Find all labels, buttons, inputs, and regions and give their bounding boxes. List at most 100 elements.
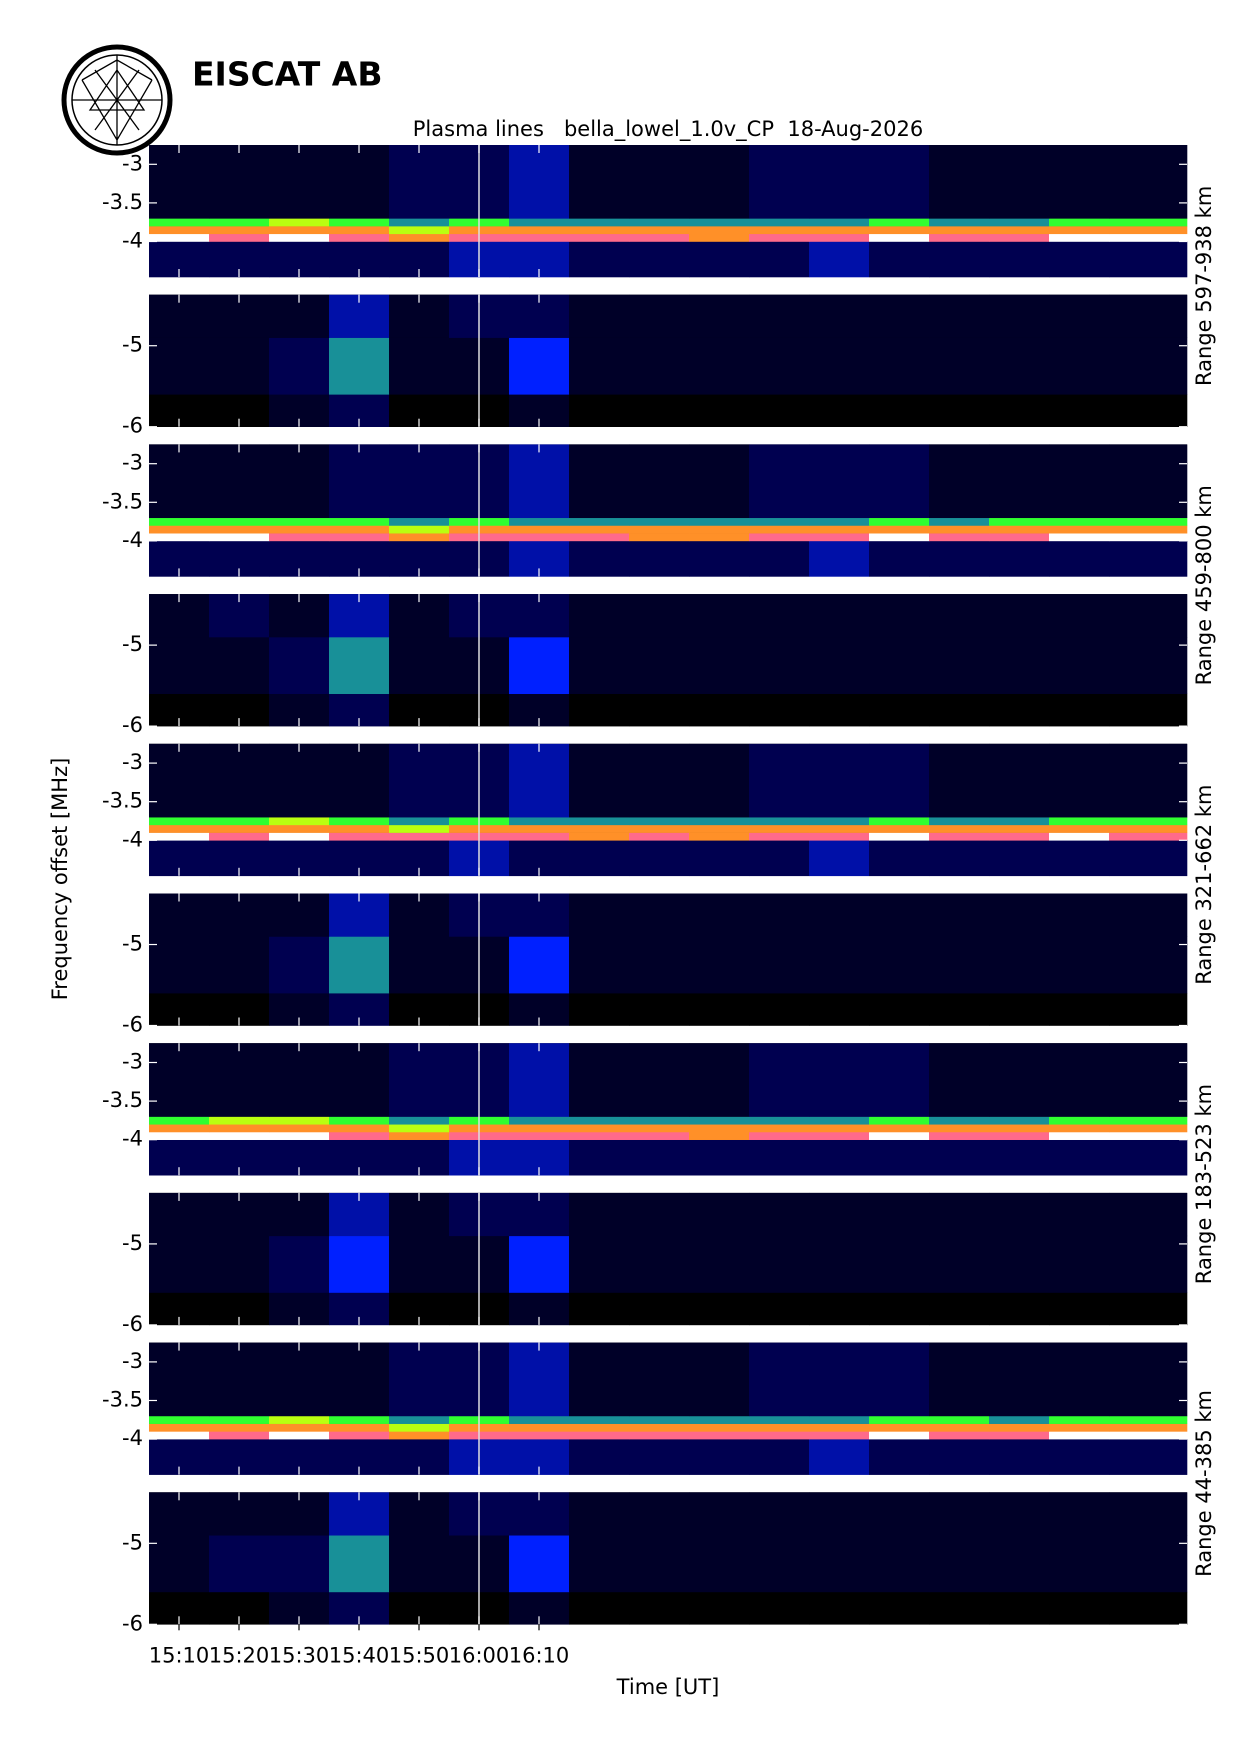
heatmap-cell [749, 1124, 810, 1133]
heatmap-cell [749, 1423, 810, 1432]
heatmap-cell [629, 1124, 690, 1133]
heatmap-cell [689, 1131, 750, 1140]
y-tick-label: -5 [122, 932, 143, 956]
heatmap-cell [809, 525, 870, 534]
heatmap-cell [809, 1131, 870, 1140]
heatmap-cell [749, 394, 810, 427]
heatmap-cell [329, 817, 390, 826]
heatmap-cell [929, 1342, 990, 1417]
heatmap-cell [1049, 840, 1110, 877]
heatmap-cell [1049, 893, 1110, 937]
heatmap-cell [389, 832, 450, 841]
heatmap-cell [149, 533, 210, 542]
heatmap-cell [689, 394, 750, 427]
heatmap-cell [869, 1431, 930, 1440]
heatmap-cell [749, 693, 810, 727]
heatmap-cell [389, 444, 450, 519]
y-tick-label: -4 [122, 1426, 143, 1450]
heatmap-cell [1109, 1192, 1188, 1237]
heatmap-cell [149, 226, 210, 235]
heatmap-cell [809, 1492, 870, 1536]
heatmap-cell [689, 241, 750, 278]
heatmap-cell [1109, 540, 1188, 577]
heatmap-cell [989, 1415, 1050, 1424]
heatmap-cell [1049, 1235, 1110, 1293]
heatmap-cell [929, 218, 990, 227]
heatmap-cell [689, 533, 750, 542]
heatmap-cell [689, 294, 750, 338]
heatmap-cell [929, 233, 990, 242]
heatmap-cell [749, 824, 810, 833]
heatmap-cell [569, 444, 630, 519]
heatmap-cell [629, 517, 690, 526]
heatmap-cell [929, 1124, 990, 1133]
heatmap-cell [869, 1131, 930, 1140]
heatmap-cell [869, 1535, 930, 1593]
heatmap-cell [929, 1139, 990, 1176]
heatmap-cell [269, 1235, 330, 1293]
heatmap-cell [629, 1431, 690, 1440]
heatmap-cell [569, 832, 630, 841]
heatmap-cell [689, 936, 750, 994]
heatmap-cell [209, 832, 270, 841]
heatmap-cell [869, 1116, 930, 1125]
heatmap-cell [809, 1415, 870, 1424]
heatmap-cell [209, 743, 270, 818]
heatmap-cell [329, 517, 390, 526]
heatmap-cell [929, 993, 990, 1026]
heatmap-cell [629, 540, 690, 577]
heatmap-cell [1049, 824, 1110, 833]
heatmap-cell [689, 832, 750, 841]
heatmap-cell [389, 226, 450, 235]
heatmap-cell [749, 1415, 810, 1424]
heatmap-cell [1049, 1043, 1110, 1117]
heatmap-cell [629, 1043, 690, 1117]
heatmap-cell [869, 444, 930, 519]
heatmap-cell [629, 218, 690, 227]
heatmap-cell [509, 1116, 570, 1125]
heatmap-cell [869, 533, 930, 542]
heatmap-cell [689, 824, 750, 833]
heatmap-cell [929, 936, 990, 994]
heatmap-cell [869, 832, 930, 841]
heatmap-cell [689, 637, 750, 695]
heatmap-cell [569, 226, 630, 235]
heatmap-cell [1049, 145, 1110, 219]
heatmap-cell [1109, 525, 1188, 534]
heatmap-cell [389, 533, 450, 542]
heatmap-cell [989, 893, 1050, 937]
heatmap-cell [989, 993, 1050, 1026]
heatmap-cell [569, 1342, 630, 1417]
heatmap-cell [629, 1439, 690, 1475]
heatmap-cell [809, 743, 870, 818]
heatmap-cell [989, 1124, 1050, 1133]
heatmap-cell [149, 1235, 210, 1293]
heatmap-cell [749, 1139, 810, 1176]
heatmap-cell [269, 1535, 330, 1593]
heatmap-cell [329, 233, 390, 242]
heatmap-cell [869, 517, 930, 526]
heatmap-cell [629, 1535, 690, 1593]
heatmap-cell [689, 226, 750, 235]
heatmap-cell [569, 1492, 630, 1536]
heatmap-cell [209, 1415, 270, 1424]
y-tick-label: -5 [122, 632, 143, 656]
heatmap-cell [1049, 817, 1110, 826]
heatmap-cell [1049, 1292, 1110, 1326]
heatmap-cell [149, 936, 210, 994]
heatmap-cell [1109, 233, 1188, 242]
heatmap-cell [869, 1342, 930, 1417]
heatmap-cell [509, 1415, 570, 1424]
heatmap-cell [329, 832, 390, 841]
heatmap-cell [629, 337, 690, 395]
heatmap-cell [869, 693, 930, 727]
heatmap-cell [1109, 337, 1188, 395]
heatmap-cell [989, 533, 1050, 542]
heatmap-cell [929, 1591, 990, 1625]
heatmap-cell [389, 1423, 450, 1432]
range-label: Range 597-938 km [1192, 186, 1216, 386]
heatmap-cell [869, 594, 930, 638]
heatmap-cell [1049, 540, 1110, 577]
heatmap-cell [749, 517, 810, 526]
heatmap-cell [389, 1431, 450, 1440]
